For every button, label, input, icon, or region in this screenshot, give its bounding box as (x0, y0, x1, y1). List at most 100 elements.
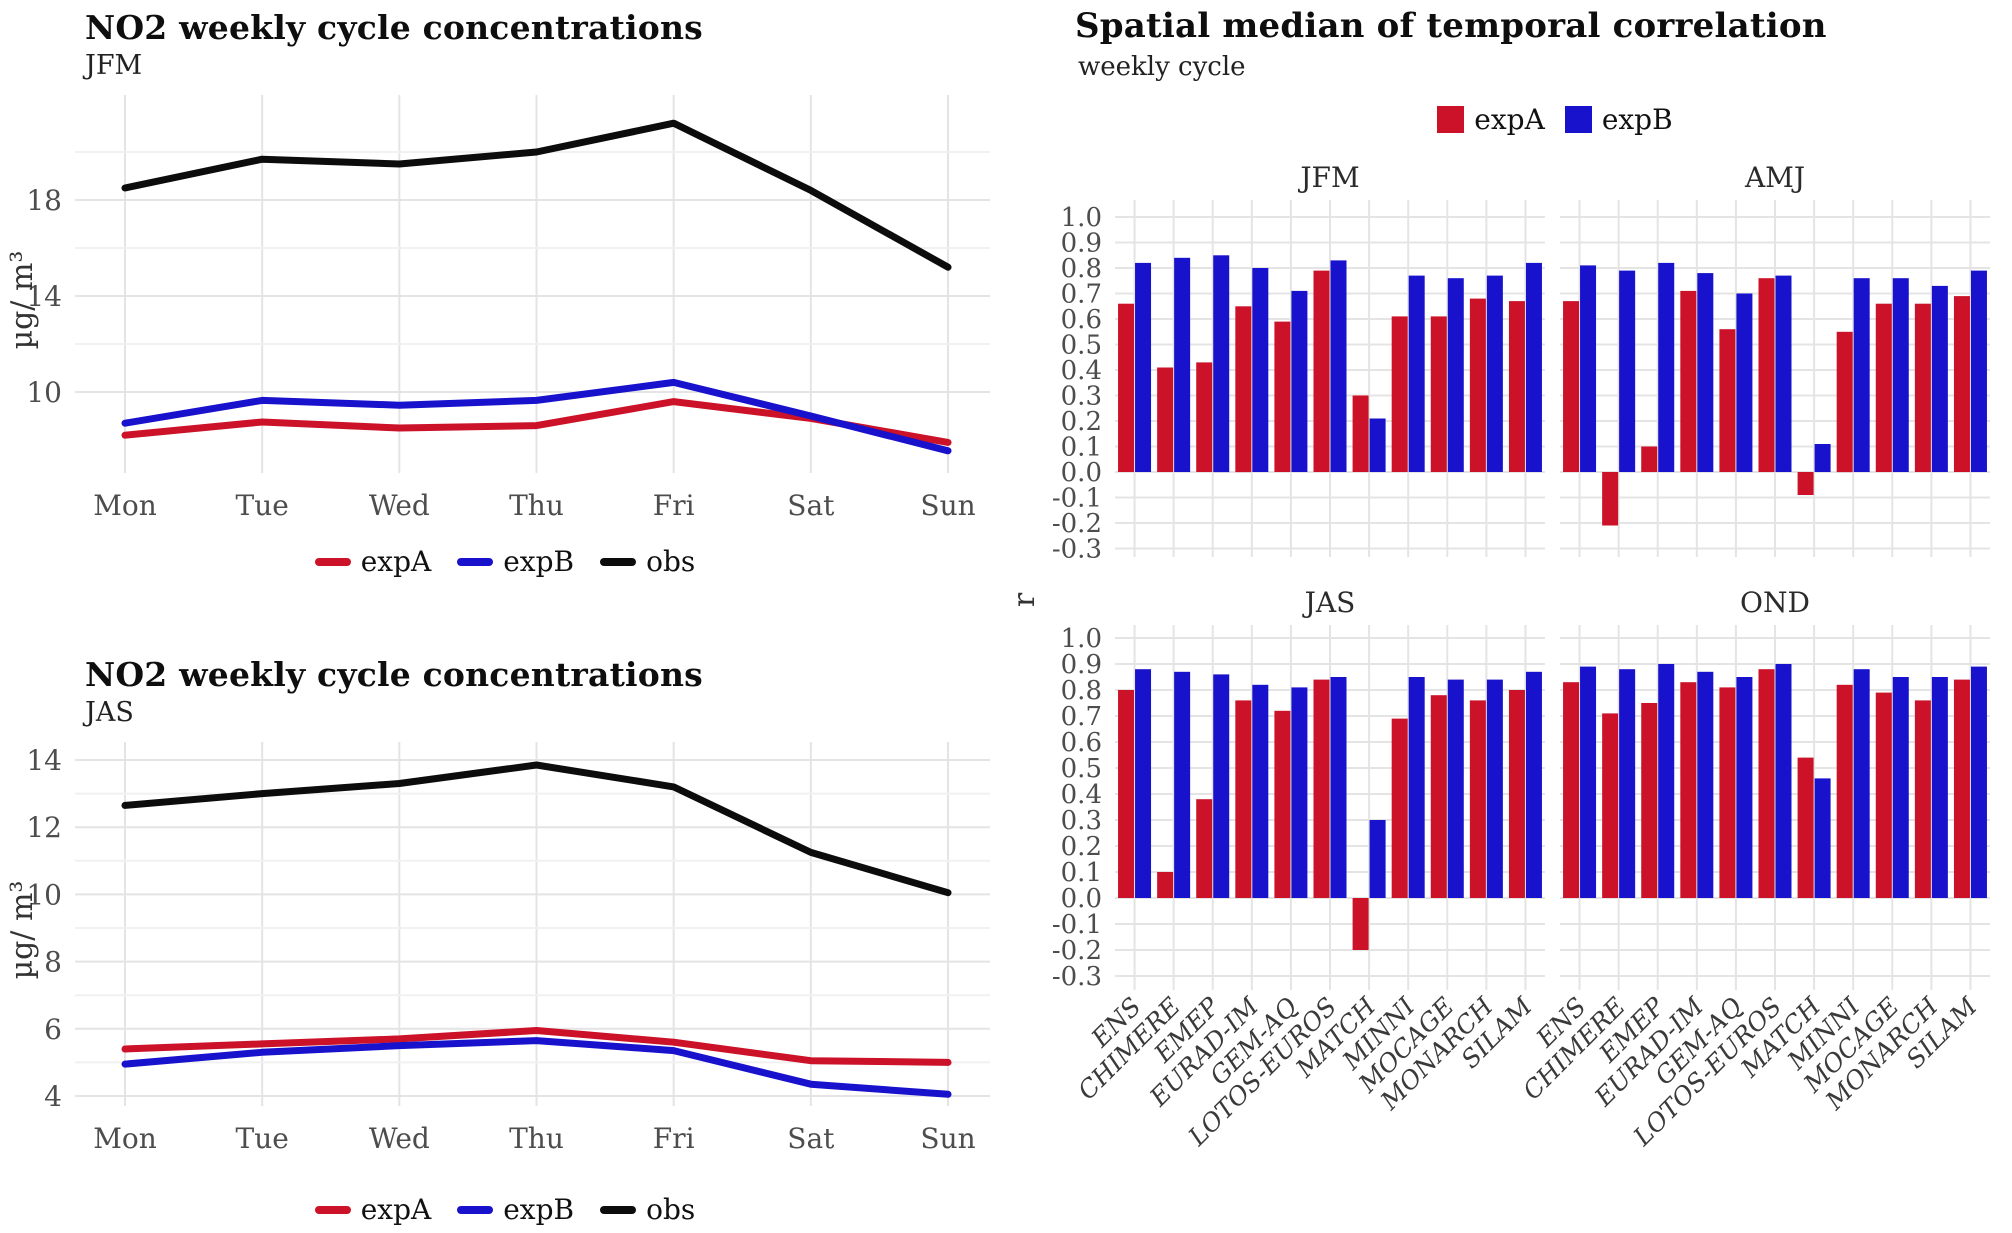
bar-JFM-MOCAGE-expB (1447, 278, 1464, 472)
bar-JFM-CHIMERE-expA (1157, 367, 1174, 472)
bar-OND-ENS-expB (1580, 666, 1597, 898)
bar-OND-MOCAGE-expA (1875, 692, 1892, 898)
bar-AMJ-GEM-AQ-expA (1719, 329, 1736, 472)
x-tick-label: Sun (920, 1122, 975, 1155)
legend-item-expA: expA (1437, 103, 1545, 136)
legend-item-obs: obs (600, 545, 695, 578)
bar-AMJ-MOCAGE-expA (1875, 303, 1892, 472)
bar-OND-MONARCH-expB (1931, 677, 1948, 898)
bar-AMJ-SILAM-expB (1970, 270, 1987, 472)
y-tick-label: 0.3 (1061, 382, 1102, 412)
bar-JAS-MOCAGE-expB (1447, 679, 1464, 898)
legend-line-jas: expA expB obs (0, 1193, 1010, 1226)
bar-JAS-MONARCH-expB (1486, 679, 1503, 898)
legend-swatch-expA (314, 557, 351, 566)
legend-label: expA (360, 1193, 432, 1226)
y-tick-label: 0.9 (1061, 650, 1102, 680)
y-tick-label: 0.4 (1061, 356, 1102, 386)
bar-AMJ-MONARCH-expB (1931, 285, 1948, 472)
bar-AMJ-EURAD-IM-expA (1680, 290, 1697, 472)
bar-OND-MATCH-expA (1797, 757, 1814, 898)
bar-AMJ-ENS-expB (1580, 265, 1597, 472)
facet-title-OND: OND (1740, 586, 1810, 619)
bar-OND-GEM-AQ-expA (1719, 687, 1736, 898)
bar-AMJ-GEM-AQ-expB (1736, 293, 1753, 472)
bar-AMJ-SILAM-expA (1953, 296, 1970, 472)
bar-OND-CHIMERE-expB (1619, 669, 1636, 898)
legend-swatch-obs (600, 1205, 637, 1214)
y-tick-label: 0.2 (1061, 407, 1102, 437)
y-tick-label: 0.7 (1061, 280, 1102, 310)
bar-JAS-EMEP-expA (1196, 799, 1213, 898)
legend-swatch-expA (1437, 106, 1465, 133)
legend-swatch-expA (314, 1205, 351, 1214)
line-JAS-expB (121, 1037, 952, 1098)
bar-OND-MINNI-expB (1853, 669, 1870, 898)
bar-OND-MATCH-expB (1814, 778, 1831, 898)
x-tick-label: Fri (653, 489, 695, 522)
y-tick-label: 0.8 (1061, 676, 1102, 706)
bar-JFM-MONARCH-expA (1469, 298, 1486, 472)
bar-JFM-EURAD-IM-expB (1252, 268, 1269, 472)
y-tick-label: 4 (44, 1080, 62, 1113)
legend-line-jfm: expA expB obs (0, 545, 1010, 578)
bar-AMJ-EMEP-expA (1641, 446, 1658, 472)
x-tick-label: Sat (787, 1122, 835, 1155)
y-tick-label: 0.0 (1061, 458, 1102, 488)
bar-AMJ-MINNI-expA (1836, 331, 1853, 473)
bar-JFM-LOTOS-EUROS-expB (1330, 260, 1347, 472)
correlation-facet-AMJ: AMJ (1560, 161, 1990, 557)
facet-title-JAS: JAS (1302, 586, 1356, 619)
bar-AMJ-MONARCH-expA (1914, 303, 1931, 472)
x-tick-label: Mon (93, 1122, 157, 1155)
bar-OND-LOTOS-EUROS-expA (1758, 669, 1775, 898)
bar-JFM-MOCAGE-expA (1430, 316, 1447, 472)
bar-AMJ-EURAD-IM-expB (1697, 273, 1714, 472)
bar-JFM-SILAM-expA (1508, 301, 1525, 472)
y-tick-label: 0.7 (1061, 702, 1102, 732)
y-tick-label: -0.1 (1052, 910, 1102, 940)
y-tick-label: -0.2 (1052, 509, 1102, 539)
bar-JAS-ENS-expB (1135, 669, 1152, 898)
bar-JAS-EURAD-IM-expB (1252, 684, 1269, 898)
bar-JAS-EMEP-expB (1213, 674, 1230, 898)
bar-JAS-MATCH-expA (1352, 898, 1369, 950)
correlation-facet-OND: ONDENSCHIMEREEMEPEURAD-IMGEM-AQLOTOS-EUR… (1517, 586, 1990, 1152)
bar-OND-MINNI-expA (1836, 684, 1853, 898)
y-tick-label: -0.2 (1052, 936, 1102, 966)
legend-label: expB (1601, 103, 1673, 136)
bar-JFM-MATCH-expA (1352, 395, 1369, 472)
legend-bar-chart: expA expB (1110, 103, 2000, 136)
bar-JFM-GEM-AQ-expA (1274, 321, 1291, 472)
bar-AMJ-MATCH-expA (1797, 472, 1814, 495)
y-tick-label: 0.2 (1061, 832, 1102, 862)
bar-JFM-MINNI-expB (1408, 275, 1425, 472)
x-tick-label: Thu (509, 489, 564, 522)
x-tick-label: Thu (509, 1122, 564, 1155)
y-tick-label: 0.6 (1061, 728, 1102, 758)
facet-title-AMJ: AMJ (1744, 161, 1805, 194)
bar-JAS-MONARCH-expA (1469, 700, 1486, 898)
line-chart-JFM: 10 14 18 Mon Tue Wed Thu Fri Sat Sun µg/ m³ (5, 95, 990, 522)
bar-OND-SILAM-expA (1953, 679, 1970, 898)
legend-label: obs (646, 1193, 696, 1226)
line-JAS-expA (121, 1027, 952, 1066)
bar-JFM-EURAD-IM-expA (1235, 306, 1252, 473)
legend-swatch-expB (457, 557, 494, 566)
correlation-facet-JFM: 1.00.90.80.70.60.50.40.30.20.10.0-0.1-0.… (1052, 161, 1545, 565)
x-tick-label: Fri (653, 1122, 695, 1155)
bar-JFM-LOTOS-EUROS-expA (1313, 270, 1330, 472)
bar-AMJ-LOTOS-EUROS-expB (1775, 275, 1792, 472)
legend-label: expB (503, 1193, 575, 1226)
bar-OND-GEM-AQ-expB (1736, 677, 1753, 898)
bar-JAS-GEM-AQ-expA (1274, 710, 1291, 898)
bar-JFM-MATCH-expB (1369, 418, 1386, 472)
bar-AMJ-MATCH-expB (1814, 444, 1831, 472)
bar-JAS-MINNI-expB (1408, 677, 1425, 898)
y-tick-label: 0.1 (1061, 433, 1102, 463)
x-tick-label: Wed (369, 1122, 430, 1155)
y-tick-label: 0.4 (1061, 780, 1102, 810)
bar-JAS-LOTOS-EUROS-expB (1330, 677, 1347, 898)
y-tick-label: 1.0 (1061, 624, 1102, 654)
x-tick-label: Sat (787, 489, 835, 522)
